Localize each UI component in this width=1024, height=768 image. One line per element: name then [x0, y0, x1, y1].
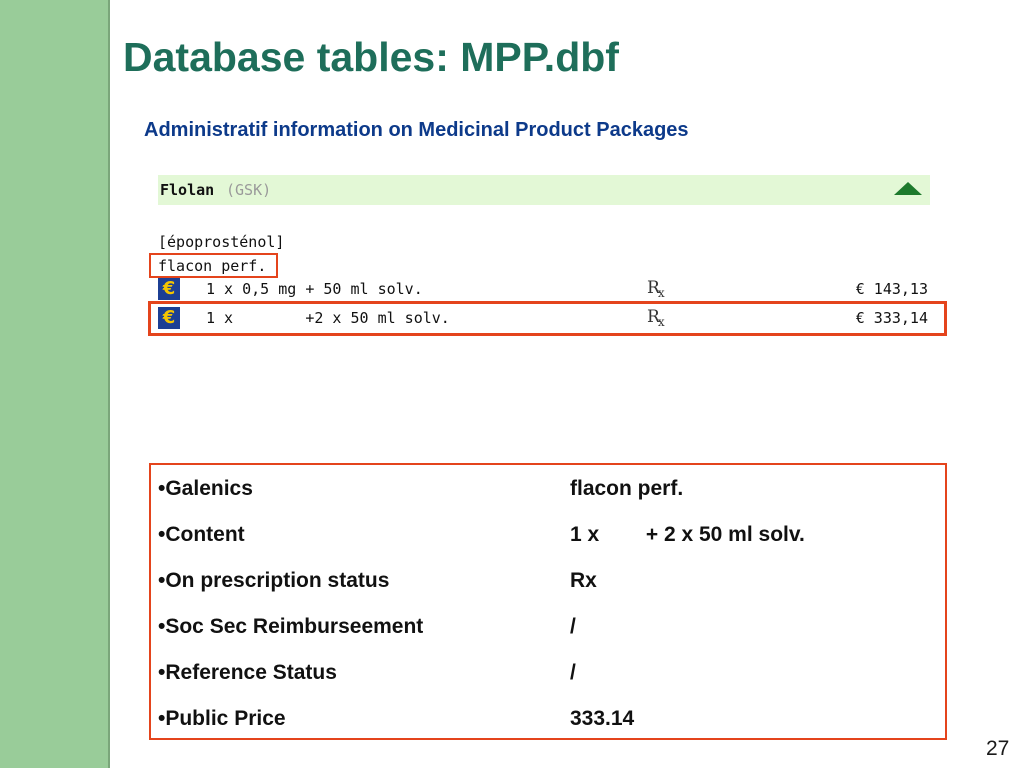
package-row[interactable]: € 1 x 0,5 mg + 50 ml solv. Rx € 143,13: [158, 278, 930, 300]
package-content: 1 x +2 x 50 ml solv.: [206, 309, 450, 327]
info-value: /: [570, 661, 576, 684]
info-label: •On prescription status: [158, 569, 390, 592]
info-box: •Galenics flacon perf. •Content 1 x + 2 …: [149, 463, 947, 740]
info-label: •Public Price: [158, 707, 286, 730]
rx-icon: Rx: [647, 278, 665, 300]
collapse-triangle-icon[interactable]: [894, 182, 922, 195]
info-label: •Soc Sec Reimburseement: [158, 615, 424, 638]
slide-title: Database tables: MPP.dbf: [123, 34, 619, 80]
package-content: 1 x 0,5 mg + 50 ml solv.: [206, 280, 423, 298]
galenic-highlight-box: [149, 253, 278, 278]
slide-number: 27: [986, 737, 1010, 760]
product-header[interactable]: Flolan (GSK): [158, 175, 930, 205]
package-highlight-box: [148, 301, 947, 336]
info-value: flacon perf.: [570, 477, 684, 500]
info-value: 333.14: [570, 707, 635, 730]
product-lab: (GSK): [226, 181, 272, 199]
euro-icon: €: [158, 307, 180, 329]
info-value: /: [570, 615, 576, 638]
product-inn: [époprosténol]: [158, 233, 285, 251]
slide-subtitle: Administratif information on Medicinal P…: [144, 119, 689, 141]
info-label: •Reference Status: [158, 661, 337, 684]
euro-icon: €: [158, 278, 180, 300]
info-value: Rx: [570, 569, 597, 592]
product-name: Flolan: [160, 181, 215, 199]
info-value: 1 x + 2 x 50 ml solv.: [570, 523, 805, 546]
info-label: •Galenics: [158, 477, 253, 500]
package-row[interactable]: € 1 x +2 x 50 ml solv. Rx € 333,14: [158, 307, 930, 329]
rx-icon: Rx: [647, 307, 665, 329]
package-price: € 333,14: [855, 309, 928, 327]
slide-sidebar: [0, 0, 110, 768]
product-galenic: flacon perf.: [158, 257, 267, 275]
info-label: •Content: [158, 523, 245, 546]
package-price: € 143,13: [855, 280, 928, 298]
